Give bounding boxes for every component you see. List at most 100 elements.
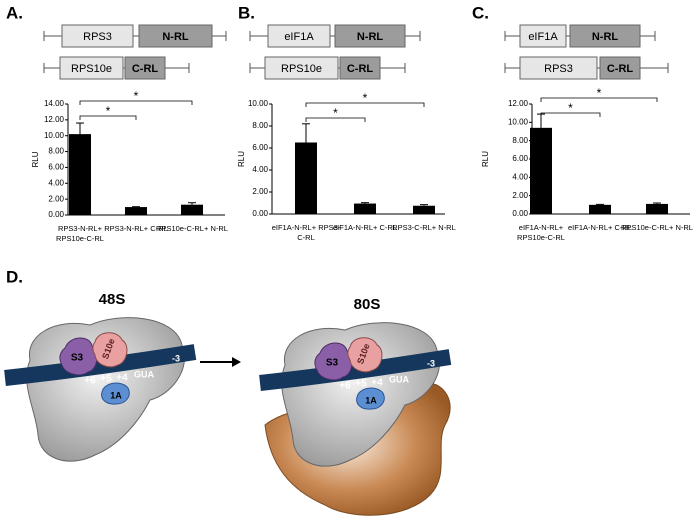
panel-label: A. [6,3,23,22]
y-tick-label: 8.00 [48,147,64,156]
x-tick-label: RPS3-N-RL+ RPS10e-C-RL [56,224,104,243]
significance-bracket [79,100,193,105]
diagram-label: -3 [427,358,435,368]
y-tick-label: 6.00 [512,154,528,163]
construct-box [59,56,124,80]
x-tick-label: RPS3-N-RL+ C-RL [104,224,168,233]
construct-box [61,24,134,48]
diagram-label: +6 [339,381,351,392]
x-tick-label: eIF1A-N-RL+ C-RL [333,223,397,232]
y-tick-label: 0.00 [512,209,528,218]
construct-box [264,56,339,80]
diagram-label: GUA [134,369,155,379]
construct-box [599,56,641,80]
y-tick-label: 12.00 [508,99,529,108]
bar [354,203,376,214]
x-tick-label-box: RPS10e-C-RL+ N-RL [621,223,693,232]
y-tick-label: 4.00 [252,165,268,174]
diagram-label: 1A [110,390,122,400]
construct-box [138,24,213,48]
diagram-label: +5 [355,379,367,390]
construct-label: C-RL [607,63,634,75]
x-tick-label-box: RPS3-N-RL+ C-RL [104,224,168,233]
x-tick-label: eIF1A-N-RL+ C-RL [568,223,632,232]
construct-label: N-RL [592,31,619,43]
protein-s10e [92,332,128,368]
y-tick-label: 4.00 [48,178,64,187]
state-title: 80S [354,296,381,313]
significance-label: * [568,101,573,115]
protein-1a [101,382,130,405]
significance-bracket [305,117,366,122]
x-tick-label-box: RPS3-N-RL+ RPS10e-C-RL [56,224,104,243]
y-axis-label: RLU [237,151,246,167]
construct-label: C-RL [132,63,159,75]
diagram-label: +4 [116,373,128,384]
construct-label: eIF1A [284,31,314,43]
x-tick-label-box: RPS3-C-RL+ N-RL [392,223,456,232]
construct-box [124,56,166,80]
construct-label: eIF1A [528,31,558,43]
y-tick-label: 8.00 [512,136,528,145]
x-tick-label: RPS3-C-RL+ N-RL [392,223,456,232]
x-tick-label: eIF1A-N-RL+ RPS3-C-RL [271,223,341,242]
significance-label: * [597,86,602,100]
significance-label: * [134,89,139,103]
y-tick-label: 14.00 [44,99,65,108]
y-tick-label: 6.00 [252,143,268,152]
significance-label: * [333,106,338,120]
arrow-head [232,357,241,367]
construct-box [334,24,406,48]
y-tick-label: 2.00 [48,194,64,203]
construct-box [339,56,381,80]
diagram-label: -3 [172,353,180,363]
bar [69,134,91,215]
construct-label: RPS10e [281,63,322,75]
significance-bracket [540,112,601,117]
construct-label: N-RL [162,31,189,43]
y-tick-label: 2.00 [512,191,528,200]
significance-bracket [305,102,425,107]
y-tick-label: 10.00 [248,99,269,108]
construct-label: C-RL [347,63,374,75]
panel-label: D. [6,267,23,286]
diagram-label: +6 [84,376,96,387]
bar [530,127,552,214]
y-tick-label: 12.00 [44,115,65,124]
bar [125,207,147,215]
construct-box [267,24,331,48]
bar [646,203,668,214]
y-axis-label: RLU [31,151,40,167]
panel-label: C. [472,3,489,22]
significance-bracket [540,97,658,102]
y-tick-label: 2.00 [252,187,268,196]
x-tick-label-box: eIF1A-N-RL+ RPS10e-C-RL [517,223,565,242]
protein-s10e [347,337,383,373]
significance-label: * [363,91,368,105]
y-tick-label: 0.00 [252,209,268,218]
construct-label: RPS3 [83,31,112,43]
panel-label: B. [238,3,255,22]
y-tick-label: 10.00 [44,131,65,140]
construct-box [519,24,567,48]
bar [413,205,435,214]
y-tick-label: 6.00 [48,163,64,172]
x-tick-label: RPS10e-C-RL+ N-RL [621,223,693,232]
protein-s3 [314,342,353,381]
x-tick-label-box: RPS10e-C-RL+ N-RL [156,224,228,233]
construct-label: RPS3 [544,63,573,75]
protein-s3 [59,337,98,376]
construct-label: RPS10e [71,63,112,75]
construct-box [569,24,641,48]
diagram-label: 1A [365,395,377,405]
bar [295,142,317,214]
y-tick-label: 10.00 [508,117,529,126]
state-title: 48S [99,291,126,308]
y-tick-label: 0.00 [48,210,64,219]
diagram-label: +4 [371,378,383,389]
x-tick-label: RPS10e-C-RL+ N-RL [156,224,228,233]
diagram-label: +5 [100,374,112,385]
